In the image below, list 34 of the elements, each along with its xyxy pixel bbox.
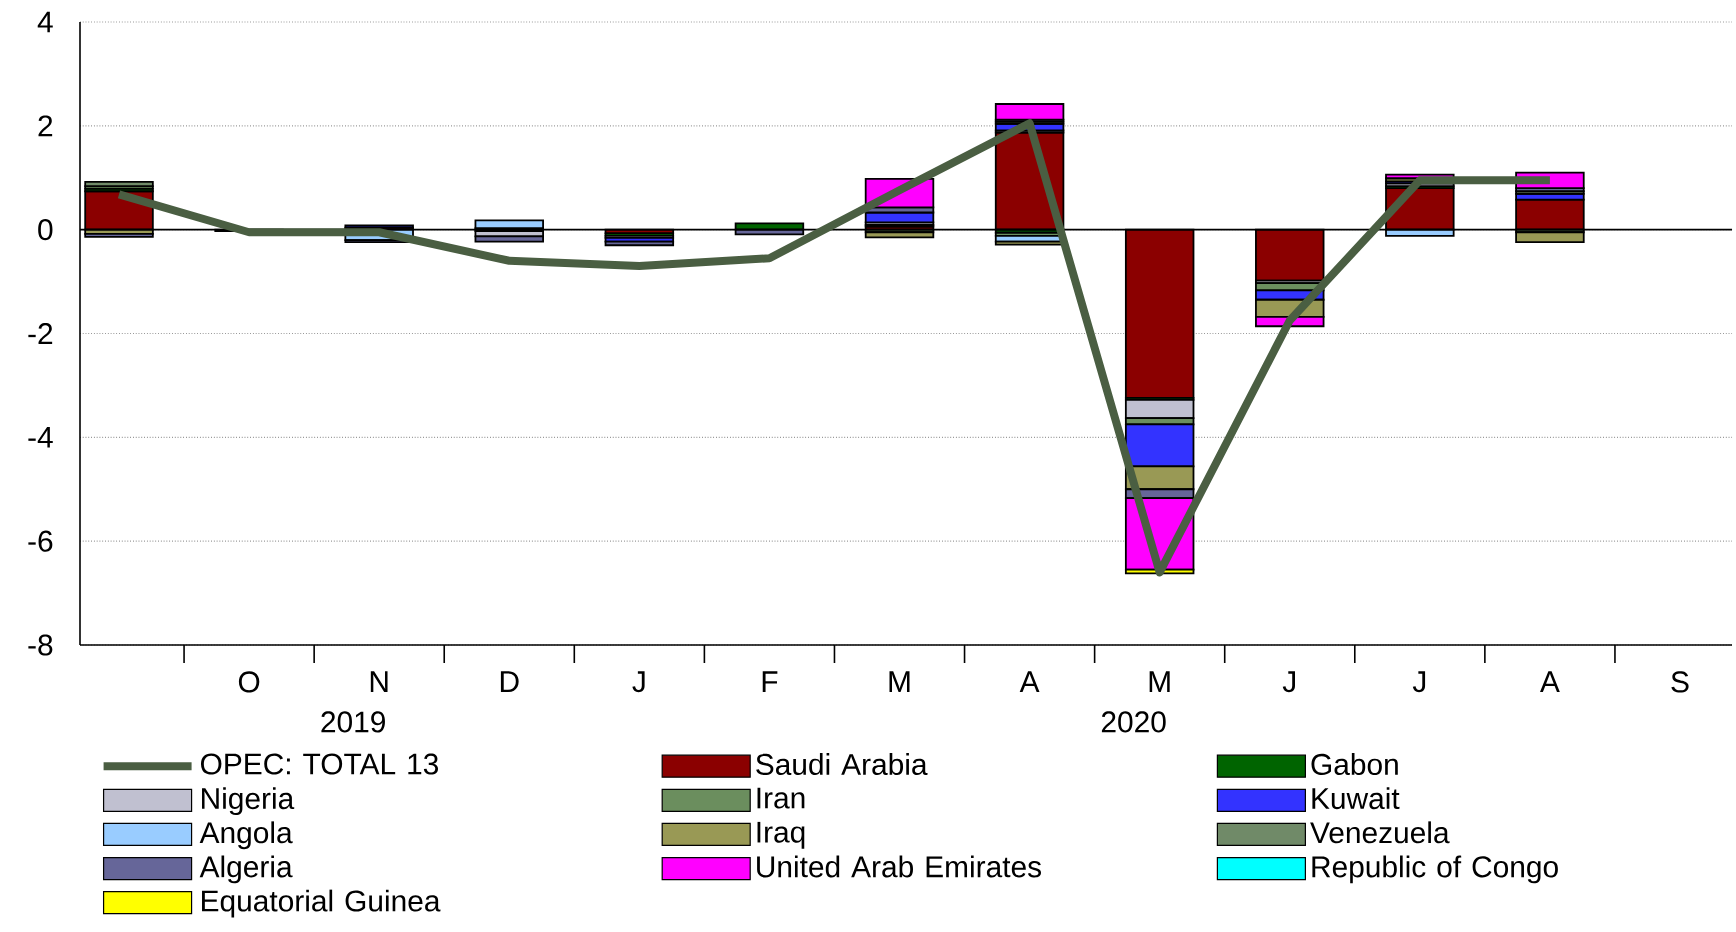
legend-label: Saudi Arabia — [756, 753, 928, 776]
legend-label: Republic of Congo — [1312, 855, 1558, 884]
text: 2020 — [1101, 711, 1166, 733]
y-tick-label: 2 — [38, 115, 53, 137]
legend-label: Kuwait — [1312, 787, 1400, 810]
y-tick-label: -8 — [28, 634, 53, 656]
legend-label: Angola — [199, 821, 293, 850]
legend-label: Algeria — [199, 855, 293, 884]
x-tick-label: J — [1412, 671, 1426, 693]
legend-label: Gabon — [1311, 753, 1398, 776]
y-tick-label: 4 — [37, 11, 53, 33]
legend-label: OPEC: TOTAL 13 — [200, 753, 439, 775]
y-tick-label: 0 — [38, 219, 53, 241]
x-tick-label: M — [1149, 671, 1170, 692]
x-tick-label: D — [500, 671, 519, 692]
y-tick-label: -4 — [28, 427, 53, 448]
x-tick-label: N — [370, 671, 388, 692]
legend-label: Equatorial Guinea — [202, 889, 441, 918]
legend-label: Venezuela — [1310, 821, 1450, 844]
legend-label: Iran — [757, 787, 805, 809]
y-tick-label: -2 — [28, 323, 53, 344]
text: 2019 — [321, 711, 385, 733]
x-tick-label: A — [1019, 671, 1040, 692]
x-tick-label: F — [762, 671, 778, 692]
x-tick-label: J — [1282, 671, 1295, 693]
legend-label: Nigeria — [202, 787, 295, 816]
legend-label: United Arab Emirates — [757, 855, 1041, 878]
x-tick-label: A — [1540, 671, 1560, 692]
y-tick-label: -6 — [28, 530, 53, 552]
x-tick-label: M — [889, 671, 910, 692]
legend-label: Iraq — [757, 821, 805, 849]
x-tick-label: O — [238, 671, 260, 693]
x-tick-label: J — [632, 671, 645, 693]
x-tick-label: S — [1671, 671, 1689, 693]
